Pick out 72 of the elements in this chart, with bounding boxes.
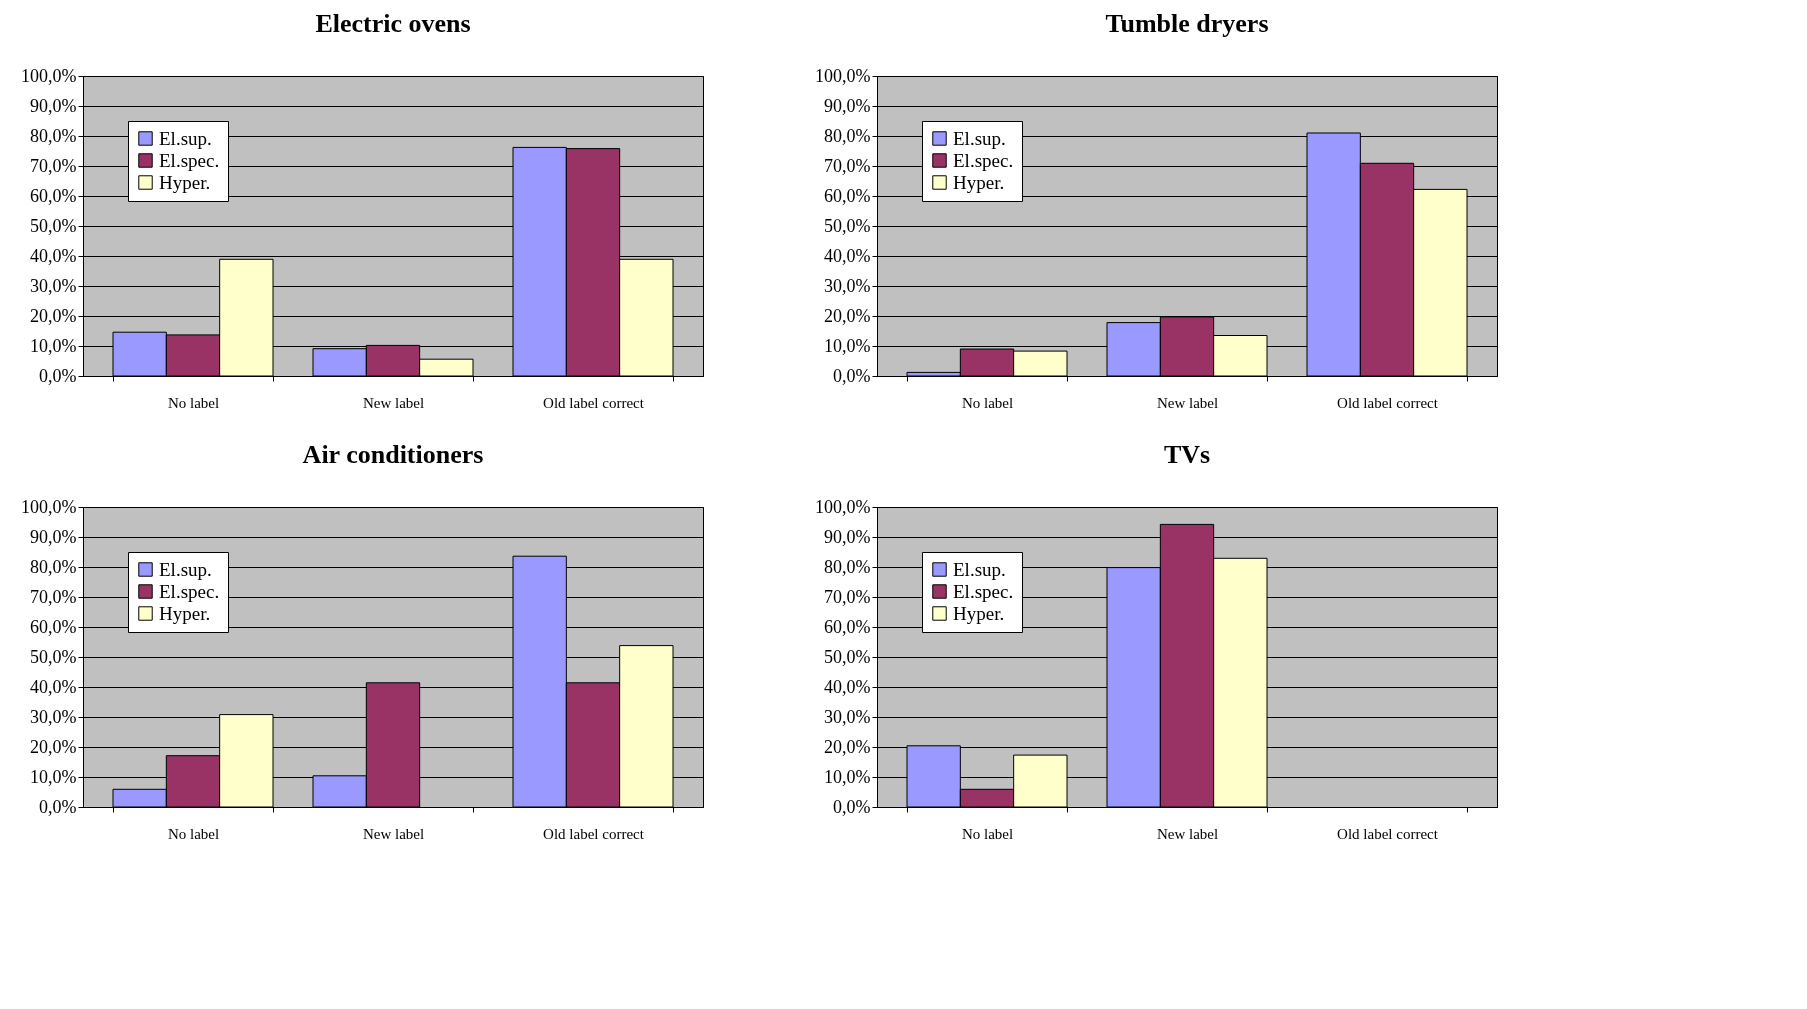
x-tick-label: No label — [961, 825, 1014, 842]
x-tick-label: New label — [362, 394, 425, 411]
chart-title: Electric ovens — [315, 9, 471, 38]
y-tick-label: 100,0% — [815, 496, 871, 517]
y-tick-label: 10,0% — [30, 335, 77, 356]
legend-label: Hyper. — [159, 171, 211, 193]
x-tick-label: New label — [1156, 825, 1219, 842]
y-tick-label: 0,0% — [39, 796, 77, 817]
x-tick-label: Old label correct — [543, 394, 645, 411]
legend-label: Hyper. — [953, 602, 1005, 624]
legend-label: El.sup. — [953, 558, 1006, 580]
legend-label: El.spec. — [159, 580, 220, 602]
y-tick-label: 20,0% — [824, 305, 871, 326]
chart-title: Air conditioners — [302, 440, 484, 469]
y-tick-label: 70,0% — [30, 586, 77, 607]
y-tick-label: 100,0% — [815, 65, 871, 86]
chart-title: TVs — [1163, 440, 1211, 469]
y-tick-label: 0,0% — [833, 365, 871, 386]
x-tick-label: No label — [961, 394, 1014, 411]
x-tick-label: New label — [1156, 394, 1219, 411]
y-tick-label: 90,0% — [824, 95, 871, 116]
y-tick-label: 20,0% — [30, 305, 77, 326]
y-tick-label: 40,0% — [30, 676, 77, 697]
y-tick-label: 60,0% — [30, 185, 77, 206]
legend-label: El.sup. — [953, 127, 1006, 149]
legend-label: El.sup. — [159, 127, 212, 149]
y-tick-label: 100,0% — [21, 65, 77, 86]
y-tick-label: 10,0% — [824, 766, 871, 787]
y-tick-label: 80,0% — [30, 556, 77, 577]
y-tick-label: 90,0% — [30, 95, 77, 116]
y-tick-label: 50,0% — [824, 215, 871, 236]
y-tick-label: 50,0% — [30, 646, 77, 667]
y-tick-label: 80,0% — [824, 556, 871, 577]
y-tick-label: 60,0% — [824, 616, 871, 637]
x-tick-label: No label — [167, 825, 220, 842]
y-tick-label: 0,0% — [833, 796, 871, 817]
x-tick-label: Old label correct — [1337, 825, 1439, 842]
y-tick-label: 90,0% — [824, 526, 871, 547]
y-tick-label: 40,0% — [824, 245, 871, 266]
y-tick-label: 70,0% — [824, 155, 871, 176]
y-tick-label: 90,0% — [30, 526, 77, 547]
x-tick-label: Old label correct — [543, 825, 645, 842]
y-tick-label: 30,0% — [824, 275, 871, 296]
y-tick-label: 30,0% — [30, 275, 77, 296]
legend-label: El.spec. — [953, 149, 1014, 171]
y-tick-label: 0,0% — [39, 365, 77, 386]
y-tick-label: 50,0% — [824, 646, 871, 667]
y-tick-label: 20,0% — [30, 736, 77, 757]
y-tick-label: 10,0% — [824, 335, 871, 356]
y-tick-label: 60,0% — [30, 616, 77, 637]
legend-label: El.sup. — [159, 558, 212, 580]
y-tick-label: 40,0% — [30, 245, 77, 266]
y-tick-label: 80,0% — [824, 125, 871, 146]
y-tick-label: 30,0% — [824, 706, 871, 727]
y-tick-label: 70,0% — [30, 155, 77, 176]
y-tick-label: 60,0% — [824, 185, 871, 206]
legend-label: El.spec. — [159, 149, 220, 171]
legend-label: Hyper. — [953, 171, 1005, 193]
y-tick-label: 80,0% — [30, 125, 77, 146]
y-tick-label: 100,0% — [21, 496, 77, 517]
x-tick-label: No label — [167, 394, 220, 411]
y-tick-label: 50,0% — [30, 215, 77, 236]
x-tick-label: Old label correct — [1337, 394, 1439, 411]
chart-title: Tumble dryers — [1105, 9, 1269, 38]
y-tick-label: 40,0% — [824, 676, 871, 697]
y-tick-label: 20,0% — [824, 736, 871, 757]
y-tick-label: 70,0% — [824, 586, 871, 607]
x-tick-label: New label — [362, 825, 425, 842]
legend-label: Hyper. — [159, 602, 211, 624]
legend-label: El.spec. — [953, 580, 1014, 602]
y-tick-label: 30,0% — [30, 706, 77, 727]
y-tick-label: 10,0% — [30, 766, 77, 787]
